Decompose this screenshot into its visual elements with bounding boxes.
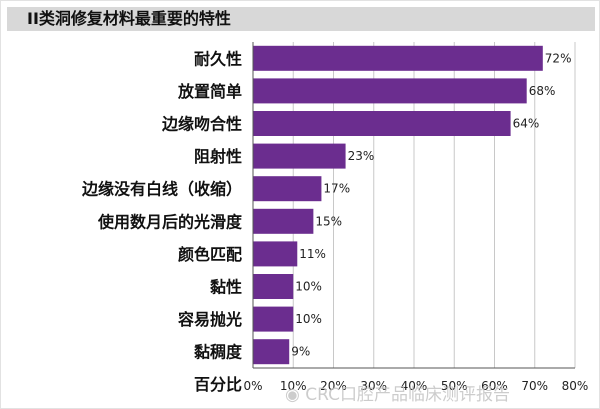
bar-8 (253, 306, 294, 332)
value-label-8: 10% (295, 312, 322, 326)
bar-0 (253, 45, 543, 71)
x-tick-label-7: 70% (521, 379, 548, 393)
x-tick-label-4: 40% (401, 379, 428, 393)
category-label-5: 使用数月后的光滑度 (97, 212, 243, 231)
value-label-2: 64% (513, 117, 540, 131)
watermark: ◉ CRC口腔产品临床测评报告 (285, 380, 510, 405)
x-tick-label-0: 0% (243, 379, 262, 393)
value-label-5: 15% (315, 214, 342, 228)
x-tick-label-2: 20% (320, 379, 347, 393)
value-label-0: 72% (545, 51, 572, 65)
category-label-2: 边缘吻合性 (161, 115, 242, 134)
chart-title: II类洞修复材料最重要的特性 (27, 9, 231, 28)
value-label-4: 17% (323, 182, 350, 196)
category-label-1: 放置简单 (177, 82, 242, 101)
value-label-6: 11% (299, 247, 326, 261)
category-label-4: 边缘没有白线（收缩） (81, 180, 242, 199)
category-label-0: 耐久性 (194, 49, 242, 68)
value-label-9: 9% (291, 345, 310, 359)
bar-1 (253, 78, 527, 104)
category-label-9: 黏稠度 (194, 343, 243, 362)
category-label-6: 颜色匹配 (178, 245, 242, 264)
bar-2 (253, 111, 511, 136)
value-label-7: 10% (295, 280, 322, 294)
bar-4 (253, 176, 322, 202)
x-tick-label-6: 60% (481, 379, 508, 393)
bar-9 (253, 339, 290, 365)
bar-7 (253, 274, 294, 299)
title-bar: II类洞修复材料最重要的特性 (7, 7, 595, 31)
watermark-text: CRC口腔产品临床测评报告 (305, 385, 510, 405)
x-tick-label-8: 80% (562, 379, 589, 393)
category-label-3: 阻射性 (194, 147, 242, 166)
x-axis-title: 百分比 (194, 375, 242, 394)
x-tick-label-1: 10% (280, 379, 307, 393)
x-tick-label-3: 30% (360, 379, 387, 393)
category-label-8: 容易抛光 (177, 310, 242, 329)
wechat-icon: ◉ (285, 385, 300, 405)
bar-6 (253, 241, 298, 267)
bar-5 (253, 208, 314, 234)
category-label-7: 黏性 (210, 278, 242, 297)
value-label-1: 68% (529, 84, 556, 98)
x-tick-label-5: 50% (441, 379, 468, 393)
value-label-3: 23% (348, 149, 375, 163)
bar-3 (253, 143, 346, 169)
